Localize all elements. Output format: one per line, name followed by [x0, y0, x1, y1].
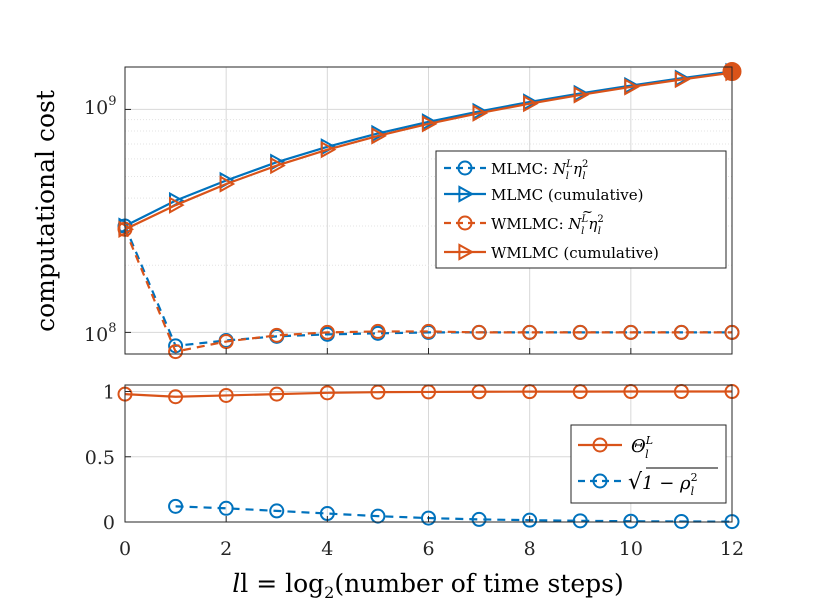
- top-series-2-point: [421, 323, 436, 339]
- top-series-3-point: [118, 220, 135, 238]
- legend-marker-1: [458, 185, 475, 203]
- bottom-legend-markers: [578, 437, 622, 489]
- bottom-series-1-point: [522, 512, 538, 528]
- top-series-line-0: [123, 225, 732, 348]
- top-ytick-label-1e9: 109: [84, 94, 116, 119]
- bottom-series-line-0: [124, 390, 732, 398]
- top-series-3-point: [421, 115, 438, 133]
- top-series-2-point: [673, 324, 689, 340]
- bottom-ticks: [124, 391, 733, 523]
- legend-entry-theta: ΘL l: [631, 434, 653, 461]
- top-series-2-point: [471, 324, 487, 340]
- top-series-3-point: [168, 196, 185, 214]
- bottom-series-0-point: [370, 384, 386, 400]
- x-tick-label: 4: [321, 538, 333, 560]
- top-series-3-point: [320, 140, 337, 159]
- top-series-line-3: [124, 71, 733, 231]
- bottom-ratio-panel: 0 2 4 6 8 10 12 00.51 ll = log2(number of time…: [85, 382, 744, 602]
- legend-entry-mlmc: MLMC: NL l η2 l: [491, 159, 588, 182]
- top-series-2-point: [370, 323, 386, 339]
- top-series-3-point: [219, 175, 236, 193]
- top-series-2-point: [623, 324, 639, 340]
- top-series-3-point: [674, 70, 691, 89]
- bottom-y-tick-label: 0: [103, 512, 115, 534]
- top-cost-panel: 109 108 computational cost MLMC: NL l η2 l …: [31, 61, 742, 360]
- bottom-series-1-point: [572, 513, 588, 529]
- top-series-line-2: [123, 228, 732, 353]
- x-tick-label: 6: [422, 538, 434, 560]
- legend-entry-wmlmc: WMLMC: NL l η2 l: [491, 214, 604, 237]
- top-legend-box: [435, 150, 727, 269]
- legend-entry-sqrt-rho: √1 − ρ2 l: [628, 470, 698, 498]
- top-series-3-point: [270, 156, 286, 175]
- legend-entry-wmlmc-cumulative: WMLMC (cumulative): [491, 244, 659, 262]
- bottom-series-1-point: [218, 500, 234, 516]
- bottom-legend-box: [570, 424, 727, 504]
- legend-marker-3: [458, 243, 475, 261]
- bottom-series-1-point: [673, 513, 689, 529]
- legend-marker-0: [457, 160, 473, 176]
- x-tick-label: 12: [720, 538, 744, 560]
- top-series-2-point: [522, 324, 538, 340]
- bottom-series-0-point: [319, 385, 335, 401]
- top-series-3-point: [523, 94, 539, 113]
- top-series-2-point: [168, 344, 184, 360]
- legend-tilde-mark: ~: [582, 205, 593, 220]
- bottom-x-tick-labels: 0 2 4 6 8 10 12: [119, 538, 744, 560]
- bottom-y-tick-labels: 00.51: [85, 382, 115, 534]
- top-series-3-point: [624, 78, 640, 96]
- bottom-series-group: [117, 384, 740, 530]
- bottom-series-1-point: [421, 510, 436, 526]
- x-tick-label: 2: [220, 538, 232, 560]
- bottom-series-1-point: [370, 508, 386, 524]
- top-series-3-point: [472, 104, 489, 122]
- bottom-series-0-point: [168, 389, 184, 405]
- bottom-y-tick-label: 1: [103, 382, 115, 404]
- bottom-series-0-point: [269, 386, 285, 402]
- top-legend-markers: [444, 160, 486, 261]
- bottom-series-0-point: [218, 387, 234, 403]
- bottom-legend-marker-0: [592, 437, 608, 453]
- bottom-series-line-1: [175, 505, 733, 523]
- top-series-2-point: [572, 324, 588, 340]
- bottom-series-1-point: [269, 503, 285, 519]
- x-tick-label: 10: [619, 538, 643, 560]
- bottom-series-1-point: [168, 498, 184, 514]
- bottom-series-1-point: [471, 511, 487, 527]
- x-tick-label: 8: [524, 538, 536, 560]
- top-series-2-point: [269, 327, 285, 343]
- legend-marker-2: [457, 215, 473, 231]
- bottom-legend-marker-1: [592, 473, 608, 489]
- top-legend: MLMC: NL l η2 l MLMC (cumulative) WMLMC: NL…: [435, 150, 727, 269]
- top-series-3-point: [573, 86, 590, 104]
- legend-entry-mlmc-cumulative: MLMC (cumulative): [491, 186, 644, 204]
- bottom-y-tick-label: 0.5: [85, 447, 115, 469]
- top-series-group: [117, 61, 742, 360]
- x-axis-label: ll = log2(number of time steps): [232, 569, 623, 602]
- top-y-ticks: [124, 108, 733, 354]
- x-tick-label: 0: [119, 538, 131, 560]
- top-series-3-point: [371, 127, 387, 145]
- top-series-2-point: [319, 324, 335, 340]
- top-y-axis-label: computational cost: [31, 90, 60, 332]
- bottom-series-1-point: [623, 513, 639, 529]
- top-ytick-label-1e8: 108: [84, 321, 116, 346]
- bottom-legend: ΘL l √1 − ρ2 l: [570, 424, 727, 504]
